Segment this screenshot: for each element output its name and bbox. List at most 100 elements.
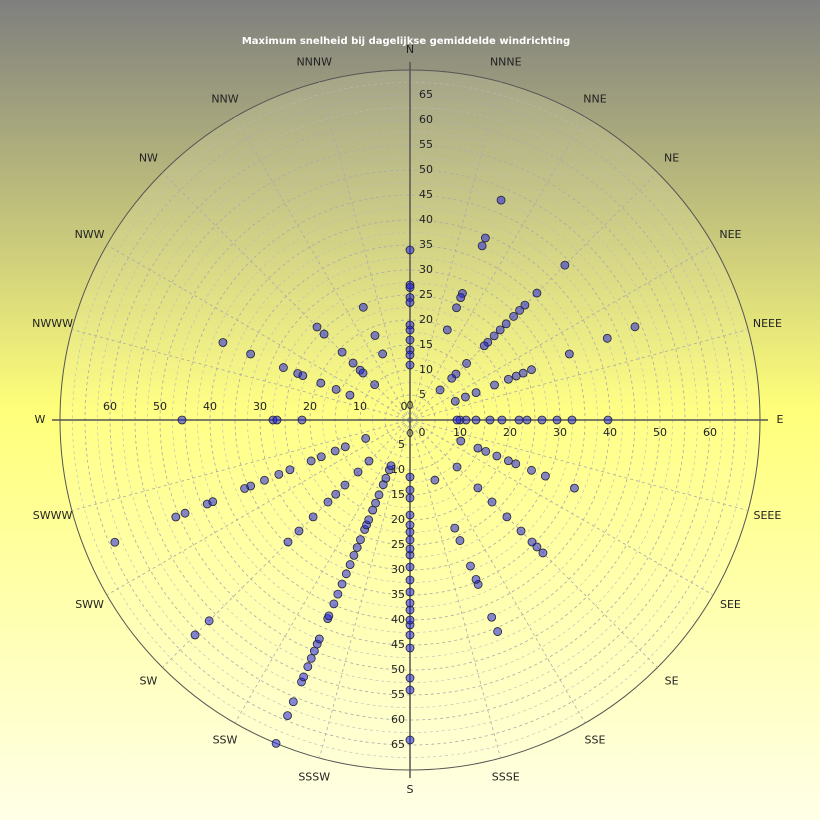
direction-label: W [35,413,46,426]
r-tick-label: 45 [419,188,433,201]
point [405,735,415,745]
point [331,384,341,394]
point [370,331,380,340]
point [271,738,281,748]
point [492,451,502,461]
point [340,442,350,452]
point [405,325,415,335]
point [274,469,284,479]
point [471,415,481,425]
radial-grid-line [409,419,714,596]
point [374,490,384,500]
point [455,536,465,545]
point [386,461,396,471]
r-tick-label: 60 [103,400,117,413]
point [405,298,415,307]
r-tick-label: 0 [407,427,414,440]
point [405,350,415,360]
r-tick-label: 30 [553,426,567,439]
point [314,634,324,644]
point [340,480,350,490]
point [260,475,269,485]
point [279,363,288,372]
point [430,475,440,485]
point [405,535,415,545]
r-tick-label: 35 [419,238,433,251]
direction-label: SWW [75,598,104,611]
point [450,523,460,533]
point [405,335,415,345]
direction-label: SSSW [298,770,330,783]
point [490,380,499,390]
point [487,612,497,622]
point [405,510,415,520]
direction-label: NNNW [296,56,332,69]
r-tick-label: 15 [391,488,405,501]
direction-label: N [406,43,414,56]
direction-label: NNNE [490,56,522,69]
direction-label: S [407,783,414,796]
radial-grid-line [71,419,411,511]
r-tick-label: 0 [401,400,408,413]
point [370,380,380,390]
point [602,333,612,343]
point [461,392,470,402]
point [405,685,415,695]
r-tick-label: 40 [603,426,617,439]
point [177,415,187,425]
point [495,325,505,335]
radial-grid-line [162,172,411,421]
point [324,611,334,621]
point [487,497,497,507]
point [246,349,256,359]
point [171,512,181,522]
point [405,360,415,370]
direction-label: NE [664,151,679,164]
point [471,574,481,584]
point [341,569,351,579]
radial-grid-line [106,244,411,421]
point [501,319,511,329]
r-tick-label: 25 [419,288,433,301]
direction-label: SSE [585,733,606,746]
point [378,349,388,359]
point [537,415,547,425]
point [405,485,415,495]
point [297,415,307,425]
point [288,697,298,707]
direction-label: SEE [720,598,741,611]
point [316,378,326,388]
r-tick-label: 65 [419,88,433,101]
r-tick-label: 40 [203,400,217,413]
point [345,560,355,569]
point [361,433,371,443]
point [509,312,518,321]
point [503,456,513,466]
point [405,493,415,503]
r-tick-label: 20 [303,400,317,413]
r-tick-label: 15 [419,338,433,351]
direction-label: SE [665,675,679,688]
r-tick-label: 20 [503,426,517,439]
point [358,368,368,378]
point [330,446,340,456]
point [283,537,293,547]
point [502,512,512,522]
r-tick-label: 40 [419,213,433,226]
radial-grid-line [409,419,501,759]
r-tick-label: 10 [419,363,433,376]
radial-grid-line [409,329,749,421]
point [452,303,461,313]
point [364,456,374,466]
point [532,288,542,298]
r-tick-label: 60 [391,713,405,726]
point [489,331,499,341]
point [272,415,282,425]
r-tick-label: 25 [391,538,405,551]
point [497,415,507,425]
point [493,627,503,636]
r-tick-label: 55 [419,138,433,151]
point [447,373,457,383]
point [405,587,415,597]
point [473,443,483,453]
